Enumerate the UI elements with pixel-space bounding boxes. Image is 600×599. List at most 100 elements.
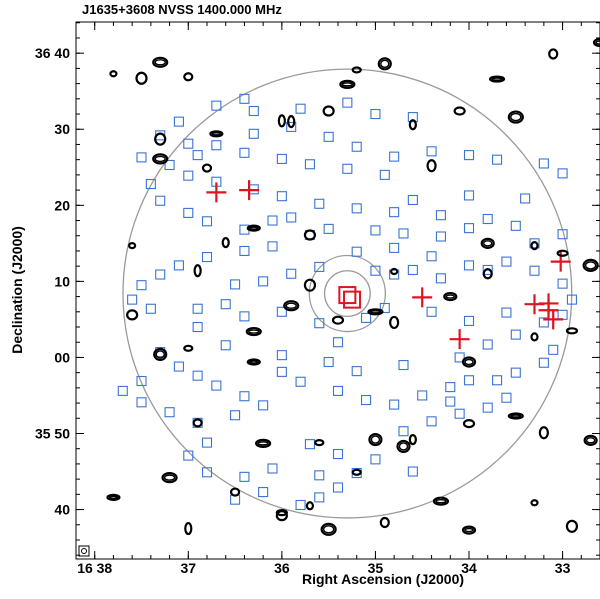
- catalog-source-marker: [258, 400, 269, 411]
- radio-contour: [283, 300, 300, 312]
- catalog-source-marker: [351, 203, 362, 214]
- catalog-source-marker: [482, 339, 493, 350]
- radio-contour-inner: [595, 40, 600, 45]
- catalog-source-marker: [276, 306, 287, 317]
- catalog-source-marker: [314, 470, 325, 481]
- radio-contour: [277, 114, 286, 128]
- catalog-source-marker: [566, 294, 577, 305]
- radio-contour-inner: [380, 59, 390, 69]
- catalog-source-marker: [370, 454, 381, 465]
- x-tick-label: 34: [461, 560, 477, 576]
- radio-contour: [275, 510, 288, 522]
- radio-contour: [482, 268, 493, 280]
- catalog-source-marker: [304, 159, 315, 170]
- catalog-source-marker: [239, 93, 250, 104]
- radio-contour: [126, 309, 139, 321]
- catalog-source-marker: [201, 437, 213, 448]
- red-cross-marker: [449, 329, 470, 350]
- radio-contour-inner: [211, 132, 222, 136]
- radio-contour-inner: [369, 310, 382, 314]
- catalog-source-marker: [286, 121, 297, 133]
- plot-content: [106, 37, 600, 536]
- catalog-source-marker: [155, 195, 166, 206]
- catalog-source-marker: [173, 361, 184, 372]
- radio-contour-inner: [155, 350, 165, 359]
- catalog-source-marker: [501, 307, 512, 318]
- catalog-source-marker: [435, 231, 446, 242]
- radio-contour-inner: [464, 527, 474, 533]
- radio-contour: [152, 153, 169, 165]
- catalog-source-marker: [557, 278, 568, 289]
- ring-circle-1: [308, 254, 387, 333]
- catalog-source-marker: [407, 466, 418, 477]
- catalog-source-marker: [548, 344, 559, 355]
- radio-contour: [106, 493, 121, 501]
- catalog-source-marker: [192, 321, 203, 333]
- red-cross-marker: [239, 180, 260, 201]
- radio-contour: [339, 79, 356, 89]
- radio-contour: [583, 434, 598, 446]
- plot-frame: [75, 21, 600, 560]
- catalog-source-marker: [389, 151, 400, 162]
- radio-contour: [379, 516, 390, 529]
- catalog-source-marker: [501, 256, 512, 267]
- catalog-source-marker: [164, 407, 175, 418]
- catalog-source-marker: [482, 402, 493, 413]
- catalog-source-marker: [463, 190, 475, 201]
- radio-contour: [582, 258, 599, 272]
- x-tick-label: 35: [368, 560, 384, 576]
- catalog-source-marker: [220, 299, 231, 310]
- catalog-source-marker: [389, 399, 400, 410]
- radio-contour: [246, 358, 261, 366]
- radio-contour: [331, 315, 345, 325]
- radio-contour: [153, 347, 168, 361]
- catalog-source-marker: [370, 225, 381, 236]
- radio-contour: [193, 264, 202, 278]
- catalog-source-marker: [239, 245, 250, 256]
- radio-contour-inner: [483, 240, 493, 247]
- catalog-source-marker: [276, 350, 287, 361]
- radio-contour: [184, 521, 193, 536]
- radio-contour: [462, 419, 476, 429]
- catalog-source-marker: [220, 340, 231, 351]
- catalog-source-marker: [398, 228, 409, 239]
- radio-contour: [432, 496, 450, 506]
- radio-contour-inner: [464, 358, 474, 366]
- catalog-source-marker: [183, 207, 194, 218]
- radio-contour: [287, 115, 296, 129]
- catalog-source-marker: [127, 294, 138, 305]
- axes: 16 38 37 36 35 34 33 36 40 30 20 10 00 35 50 40: [35, 22, 600, 576]
- catalog-source-marker: [445, 396, 456, 407]
- radio-contour: [488, 75, 506, 83]
- catalog-source-marker: [145, 303, 156, 314]
- radio-contour: [229, 487, 241, 497]
- catalog-source-marker: [454, 408, 465, 419]
- catalog-source-marker: [192, 150, 203, 161]
- catalog-source-marker: [192, 303, 203, 314]
- catalog-source-marker: [136, 397, 147, 408]
- catalog-source-marker: [538, 158, 549, 169]
- catalog-source-marker: [407, 112, 418, 123]
- catalog-source-marker: [323, 223, 334, 234]
- radio-contour: [303, 278, 317, 292]
- catalog-source-marker: [267, 463, 278, 474]
- y-axis-label: Declination (J2000): [9, 226, 25, 354]
- radio-contour: [565, 519, 579, 533]
- catalog-source-marker: [286, 212, 297, 223]
- chart-title: J1635+3608 NVSS 1400.000 MHz: [82, 2, 282, 17]
- catalog-source-marker: [482, 213, 493, 225]
- catalog-source-marker: [389, 207, 400, 218]
- radio-contour: [183, 344, 194, 352]
- catalog-source-marker: [248, 105, 259, 117]
- catalog-source-marker: [211, 100, 222, 111]
- radio-contour: [128, 242, 137, 250]
- radio-contour-inner: [163, 474, 176, 481]
- radio-contour: [530, 499, 539, 507]
- catalog-source-marker: [304, 439, 315, 450]
- x-tick-label: 16 38: [77, 560, 112, 576]
- catalog-source-marker: [267, 241, 278, 252]
- catalog-source-marker: [136, 152, 147, 163]
- y-tick-label: 35 50: [35, 425, 70, 441]
- catalog-source-marker: [239, 391, 250, 402]
- catalog-source-marker: [398, 359, 409, 371]
